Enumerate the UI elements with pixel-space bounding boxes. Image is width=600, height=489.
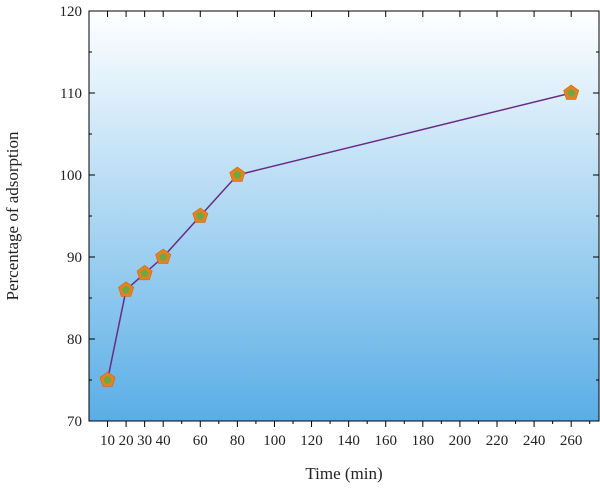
y-tick-label: 90 — [67, 250, 82, 266]
y-tick-label: 120 — [60, 4, 83, 20]
data-point-marker-center — [122, 285, 131, 294]
data-point — [192, 207, 209, 223]
x-tick-label: 220 — [486, 433, 509, 449]
data-point — [229, 166, 246, 182]
x-tick-label: 260 — [560, 433, 583, 449]
y-tick-label: 70 — [67, 414, 82, 430]
x-tick-label: 20 — [119, 433, 134, 449]
x-tick-label: 200 — [449, 433, 472, 449]
data-point-marker-center — [233, 170, 242, 179]
x-axis-ticks: 10 20 30 40 60 80 100 120 140 160 180 200 220 240 260 — [100, 11, 591, 449]
series-group — [99, 84, 580, 387]
data-point-marker-center — [567, 88, 576, 97]
data-point-marker-center — [159, 252, 168, 261]
x-axis-title: Time (min) — [305, 464, 382, 483]
x-tick-label: 240 — [523, 433, 546, 449]
x-tick-label: 120 — [300, 433, 323, 449]
data-point — [136, 265, 153, 281]
y-axis-ticks: 70 80 90 100 110 120 — [60, 4, 599, 430]
y-tick-label: 100 — [60, 168, 83, 184]
data-point — [155, 248, 172, 264]
x-tick-label: 180 — [412, 433, 435, 449]
data-point — [99, 371, 116, 387]
data-point-marker-center — [196, 211, 205, 220]
x-tick-label: 80 — [230, 433, 245, 449]
x-tick-label: 40 — [156, 433, 171, 449]
x-tick-label: 140 — [337, 433, 360, 449]
x-tick-label: 10 — [100, 433, 115, 449]
x-tick-label: 30 — [137, 433, 152, 449]
x-tick-label: 100 — [263, 433, 286, 449]
x-tick-label: 160 — [374, 433, 397, 449]
data-point — [118, 281, 135, 297]
data-point-marker-center — [140, 269, 149, 277]
plot-area — [89, 11, 599, 421]
y-axis-title: Percentage of adsorption — [3, 131, 22, 300]
data-point — [563, 84, 580, 100]
x-tick-label: 60 — [193, 433, 208, 449]
y-tick-label: 80 — [67, 332, 82, 348]
data-point-marker-center — [103, 375, 112, 384]
y-tick-label: 110 — [60, 86, 82, 102]
